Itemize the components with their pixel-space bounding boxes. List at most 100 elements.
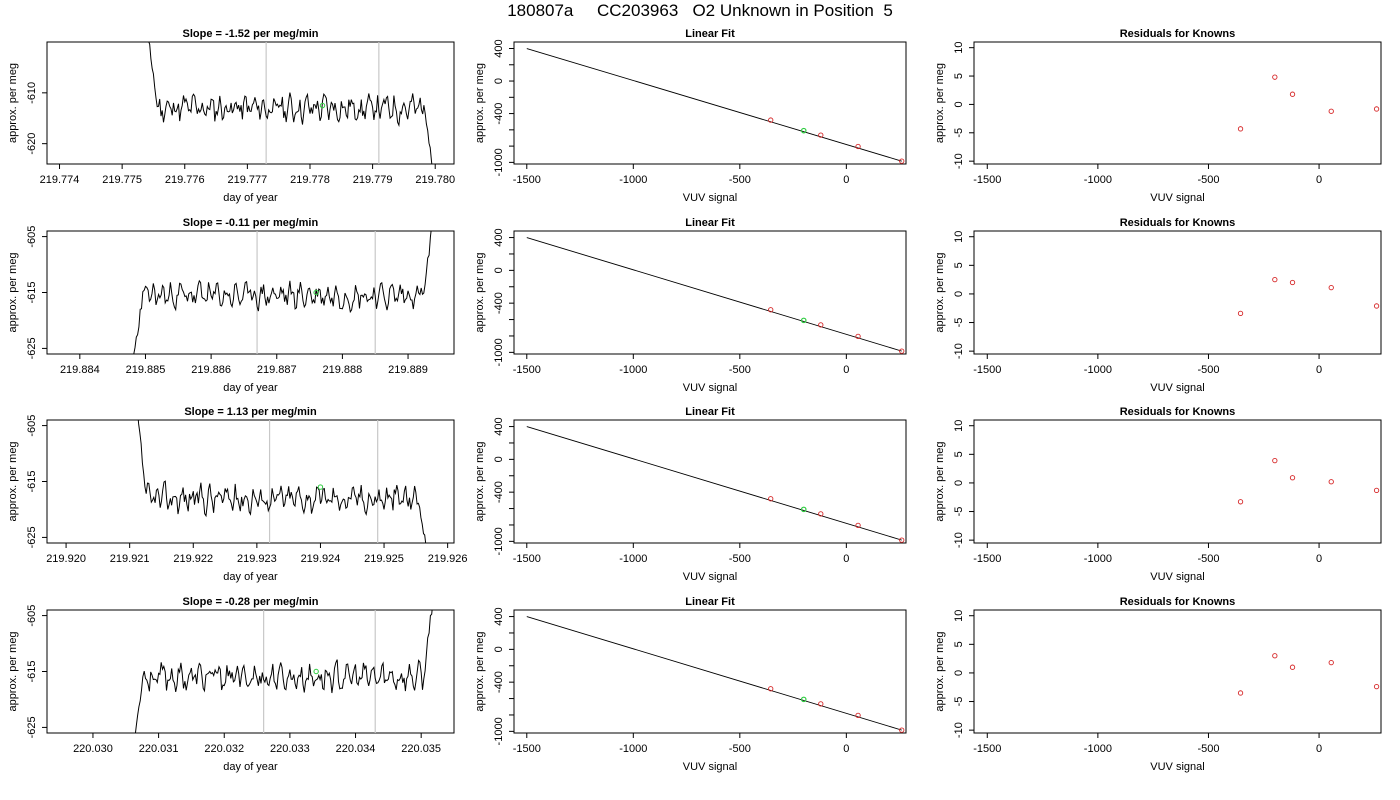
x-tick-label: -1500: [513, 553, 541, 565]
x-tick-label: 219.776: [165, 174, 205, 186]
plot-area: [1237, 74, 1380, 132]
x-tick-label: 219.884: [60, 364, 100, 376]
x-tick-label: 0: [1316, 364, 1322, 376]
panel-title: Residuals for Knowns: [1120, 406, 1236, 418]
known-point: [768, 117, 774, 123]
residual-point: [1272, 276, 1278, 283]
x-tick-label: -1500: [973, 743, 1001, 755]
unknown-point: [319, 102, 326, 109]
x-axis-label: day of year: [223, 571, 278, 583]
y-axis-label: approx. per meg: [474, 441, 486, 521]
x-tick-label: 219.923: [237, 553, 277, 565]
panel-2-1: Slope = -0.11 per meg/min 219.884 219.885 2…: [7, 217, 455, 394]
plot-frame: [46, 609, 455, 734]
y-tick-label: 5: [953, 451, 965, 457]
panel-3-2: Linear Fit -1500 -1000 -500 0 VUV signal -1000…: [474, 406, 907, 583]
x-tick-label: -1500: [513, 364, 541, 376]
y-tick-label: -615: [26, 281, 38, 303]
y-axis-label: approx. per meg: [474, 252, 486, 332]
plot-frame: [513, 230, 907, 355]
y-tick-label: 0: [493, 78, 505, 84]
y-tick-label: 0: [953, 291, 965, 297]
y-tick-label: 0: [953, 670, 965, 676]
y-tick-label: 0: [953, 101, 965, 107]
y-tick-label: 10: [953, 231, 965, 243]
x-tick-label: -1500: [973, 553, 1001, 565]
y-axis-label: approx. per meg: [7, 631, 19, 711]
y-axis-label: approx. per meg: [7, 441, 19, 521]
y-tick-label: -400: [493, 481, 505, 503]
fit-line: [526, 237, 902, 352]
time-series-line: [148, 42, 433, 164]
plot-area: [148, 42, 433, 164]
known-point: [768, 307, 774, 313]
x-tick-label: 0: [843, 174, 849, 186]
plot-frame: [46, 419, 455, 544]
panel-title: Residuals for Knowns: [1120, 28, 1236, 40]
plot-area: [526, 426, 905, 543]
x-tick-label: 219.924: [301, 553, 341, 565]
residual-point: [1328, 479, 1334, 485]
y-tick-label: -1000: [493, 527, 505, 555]
x-tick-label: 0: [843, 743, 849, 755]
y-tick-label: -1000: [493, 717, 505, 745]
unknown-point: [800, 127, 807, 134]
plot-area: [526, 616, 905, 733]
residual-point: [1272, 457, 1278, 464]
x-axis-label: VUV signal: [1150, 192, 1204, 204]
y-tick-label: -5: [953, 128, 965, 138]
fit-line: [526, 48, 902, 162]
unknown-point: [313, 289, 319, 296]
residual-point: [1373, 487, 1380, 494]
x-tick-label: -1000: [619, 553, 647, 565]
y-tick-label: -625: [26, 526, 38, 548]
y-tick-label: -625: [26, 337, 38, 359]
y-tick-label: -605: [26, 415, 38, 437]
x-tick-label: -500: [729, 174, 751, 186]
y-tick-label: -5: [953, 507, 965, 517]
x-tick-label: -1500: [513, 743, 541, 755]
known-point: [855, 522, 861, 529]
y-tick-label: -400: [493, 671, 505, 693]
y-tick-label: 5: [953, 262, 965, 268]
x-tick-label: -1000: [1084, 364, 1112, 376]
plot-area: [526, 237, 905, 354]
x-tick-label: 220.033: [270, 743, 310, 755]
known-point: [899, 727, 905, 733]
x-tick-label: -1000: [619, 743, 647, 755]
x-tick-label: -1000: [1084, 743, 1112, 755]
x-tick-label: 219.926: [428, 553, 468, 565]
known-point: [818, 132, 824, 138]
y-tick-label: -605: [26, 226, 38, 248]
residual-point: [1272, 74, 1278, 80]
y-tick-label: -615: [26, 470, 38, 492]
residual-point: [1289, 664, 1296, 670]
panel-1-2: Linear Fit -1500 -1000 -500 0 VUV signal -1000…: [474, 28, 907, 204]
fit-line: [526, 426, 902, 541]
panel-title: Slope = -0.28 per meg/min: [182, 596, 318, 608]
y-axis-label: approx. per meg: [934, 631, 946, 711]
panel-title: Slope = 1.13 per meg/min: [184, 406, 317, 418]
y-tick-label: 0: [953, 480, 965, 486]
figure-title: 180807a CC203963 O2 Unknown in Position …: [507, 1, 893, 20]
known-point: [899, 348, 905, 354]
plot-frame: [973, 41, 1382, 165]
plot-area: [133, 231, 432, 354]
panel-title: Linear Fit: [685, 596, 735, 608]
residual-point: [1373, 684, 1380, 690]
x-tick-label: 0: [843, 553, 849, 565]
x-tick-label: 0: [843, 364, 849, 376]
y-tick-label: -400: [493, 292, 505, 314]
panel-1-1: Slope = -1.52 per meg/min 219.774 219.775 2…: [7, 28, 455, 204]
x-tick-label: -500: [1197, 553, 1219, 565]
x-axis-label: day of year: [223, 382, 278, 394]
residual-point: [1328, 108, 1334, 114]
x-axis-label: VUV signal: [683, 192, 737, 204]
x-tick-label: 219.779: [353, 174, 393, 186]
known-point: [768, 496, 774, 502]
panel-title: Linear Fit: [685, 217, 735, 229]
y-axis-label: approx. per meg: [7, 252, 19, 332]
y-tick-label: -1000: [493, 148, 505, 176]
x-tick-label: -1000: [1084, 553, 1112, 565]
